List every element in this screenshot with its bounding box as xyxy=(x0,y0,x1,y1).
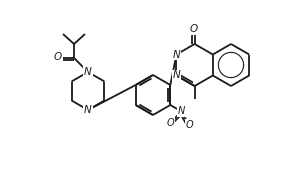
Text: N: N xyxy=(173,71,180,81)
Text: N: N xyxy=(178,106,185,117)
Text: N: N xyxy=(84,105,92,115)
Text: O: O xyxy=(190,24,198,34)
Text: O: O xyxy=(54,52,62,62)
Text: N: N xyxy=(173,49,180,60)
Text: O: O xyxy=(167,117,174,127)
Text: N: N xyxy=(84,67,92,77)
Text: O: O xyxy=(186,119,193,129)
